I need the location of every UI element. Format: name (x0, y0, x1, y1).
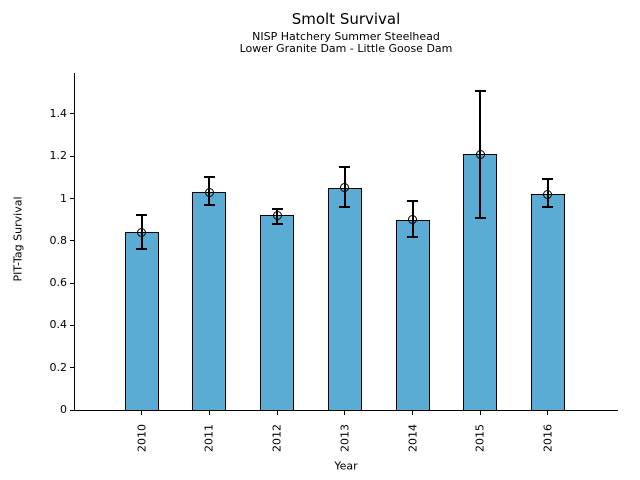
y-tick-label: 1.4 (49, 106, 68, 120)
error-bar-cap-top (339, 165, 351, 168)
y-tick (70, 198, 74, 199)
bar (327, 187, 362, 411)
error-bar-cap-bottom (271, 222, 283, 225)
error-bar-cap-top (203, 176, 215, 179)
x-tick-label: 2015 (473, 424, 487, 452)
x-tick (479, 411, 481, 415)
error-bar-cap-top (407, 199, 418, 202)
x-tick (547, 411, 549, 415)
y-tick-label: 0.8 (49, 233, 68, 247)
x-tick-label: 2012 (270, 424, 284, 452)
bar (395, 219, 430, 411)
y-tick (70, 240, 74, 242)
x-tick-label: 2010 (135, 424, 149, 452)
y-tick (70, 324, 74, 326)
data-point-marker (408, 215, 417, 225)
y-tick-label: 1.2 (49, 149, 68, 163)
data-point-marker (340, 183, 350, 193)
x-tick-label: 2013 (338, 424, 352, 452)
error-bar-cap-top (474, 89, 486, 92)
bar (192, 192, 227, 411)
x-tick (208, 411, 210, 415)
error-bar-cap-bottom (339, 205, 351, 208)
y-tick (70, 113, 74, 115)
x-tick (344, 411, 346, 415)
error-bar-cap-top (136, 214, 148, 217)
x-tick-label: 2016 (541, 424, 555, 452)
y-tick (70, 282, 74, 284)
chart-title: Smolt Survival (291, 10, 401, 28)
x-tick (276, 411, 278, 415)
error-bar-cap-top (542, 178, 554, 181)
chart-subtitle-2: Lower Granite Dam - Little Goose Dam (239, 42, 453, 55)
x-axis-label: Year (334, 459, 358, 473)
y-tick (70, 367, 74, 369)
y-tick-label: 1 (60, 191, 67, 205)
data-point-marker (204, 187, 214, 197)
x-tick (141, 411, 143, 415)
error-bar-cap-bottom (474, 216, 486, 219)
error-bar-cap-bottom (407, 235, 418, 238)
data-point-marker (137, 227, 147, 237)
data-point-marker (475, 149, 485, 159)
error-bar-cap-bottom (203, 203, 215, 206)
x-tick (412, 411, 413, 415)
y-tick-label: 0.4 (49, 318, 68, 332)
y-tick (70, 155, 74, 157)
bar (260, 215, 295, 411)
error-bar-cap-bottom (542, 205, 554, 208)
y-tick-label: 0.2 (49, 360, 68, 374)
bar (530, 194, 565, 411)
bar (124, 232, 159, 411)
y-axis-label: PIT-Tag Survival (11, 196, 25, 282)
y-tick (70, 409, 74, 411)
x-tick-label: 2014 (406, 424, 419, 452)
y-axis-spine (74, 73, 75, 411)
bar (463, 154, 498, 411)
data-point-marker (272, 210, 282, 220)
error-bar-cap-top (271, 208, 283, 211)
data-point-marker (543, 189, 553, 199)
x-tick-label: 2011 (202, 424, 216, 452)
chart-subtitle-1: NISP Hatchery Summer Steelhead (252, 30, 440, 43)
y-tick-label: 0 (60, 403, 67, 416)
y-tick-label: 0.6 (49, 276, 68, 290)
error-bar-cap-bottom (136, 248, 148, 251)
